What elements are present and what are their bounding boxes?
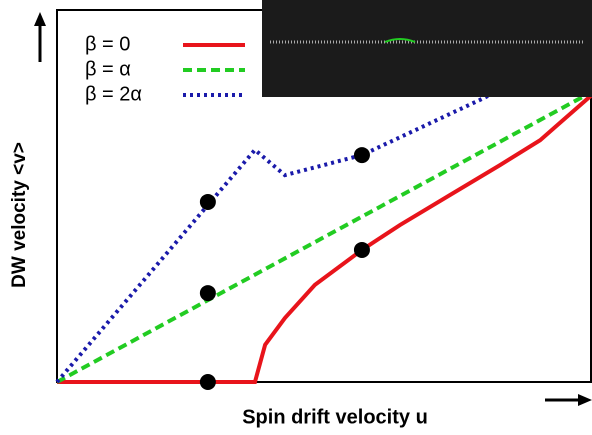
legend-label: β = 0 [85,33,130,55]
marker-dot [354,242,370,258]
marker-dot [200,194,216,210]
marker-dot [354,147,370,163]
data-line [57,90,500,382]
marker-dot [200,374,216,390]
marker-dot [200,285,216,301]
x-arrow-head [578,394,592,406]
legend-label: β = α [85,58,131,80]
x-axis-label: Spin drift velocity u [242,406,428,428]
inset-panel [262,0,592,97]
data-line [57,92,592,382]
chart: Spin drift velocity u DW velocity <v> β … [0,0,592,435]
y-axis-label: DW velocity <v> [9,142,30,288]
legend-label: β = 2α [85,83,142,105]
y-arrow-head [34,12,46,26]
